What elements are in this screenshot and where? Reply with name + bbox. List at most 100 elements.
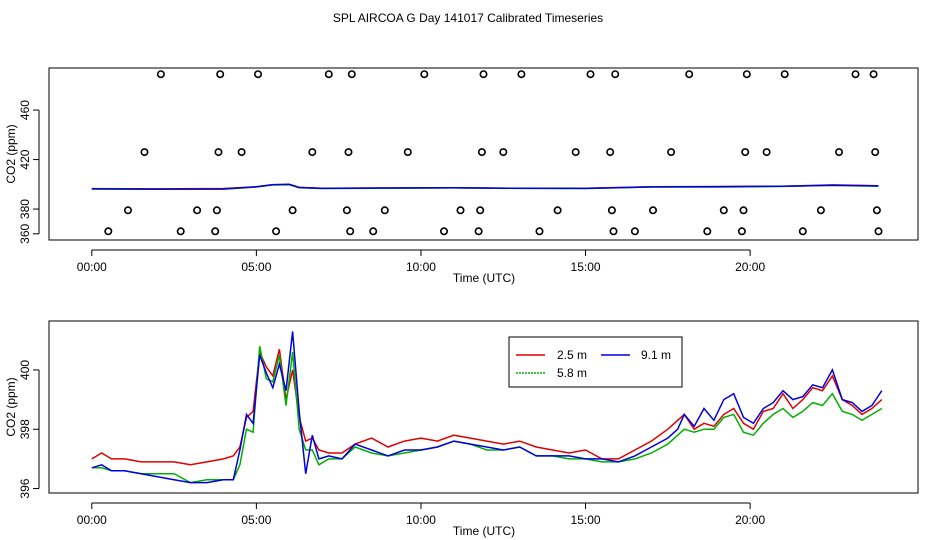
top-data-point xyxy=(798,227,807,236)
bottom-y-tick-label: 398 xyxy=(18,419,32,439)
top-axes: 00:00 05:00 10:00 15:00 20:00 360 380 420 460 xyxy=(18,100,765,274)
top-data-point xyxy=(288,206,297,215)
top-data-point xyxy=(140,148,149,157)
top-data-point xyxy=(571,148,580,157)
top-data-point xyxy=(211,227,220,236)
top-data-point xyxy=(324,70,333,79)
top-data-point xyxy=(420,70,429,79)
top-data-point xyxy=(456,206,465,215)
top-data-point xyxy=(156,70,165,79)
top-y-tick-label: 460 xyxy=(18,100,32,120)
top-data-point xyxy=(124,206,133,215)
top-data-point xyxy=(535,227,544,236)
top-x-tick-label: 20:00 xyxy=(735,260,765,274)
top-data-point xyxy=(630,227,639,236)
top-data-point xyxy=(193,206,202,215)
bottom-y-tick-label: 396 xyxy=(18,478,32,498)
top-data-point xyxy=(762,148,771,157)
bottom-series-line-9-1-m xyxy=(91,331,883,484)
bottom-x-tick-label: 20:00 xyxy=(735,513,765,527)
top-data-point xyxy=(607,206,616,215)
legend-label-2-5m: 2.5 m xyxy=(557,348,587,362)
top-data-point xyxy=(346,227,355,236)
bottom-x-tick-label: 05:00 xyxy=(241,513,271,527)
top-data-point xyxy=(477,148,486,157)
top-data-point xyxy=(212,206,221,215)
top-y-tick-label: 360 xyxy=(18,223,32,243)
top-data-point xyxy=(834,148,843,157)
top-series xyxy=(91,183,879,191)
top-data-point xyxy=(347,70,356,79)
top-y-axis-label: CO2 (ppm) xyxy=(4,124,18,183)
top-y-tick-label: 420 xyxy=(18,149,32,169)
top-data-point xyxy=(851,70,860,79)
top-x-axis-label: Time (UTC) xyxy=(453,271,515,285)
top-data-point xyxy=(553,206,562,215)
bottom-series-line-5-8-m xyxy=(91,346,883,484)
top-data-point xyxy=(611,70,620,79)
top-data-point xyxy=(344,148,353,157)
bottom-axes: 00:00 05:00 10:00 15:00 20:00 396 398 400 xyxy=(18,360,765,527)
top-data-point xyxy=(606,148,615,157)
top-data-point xyxy=(737,227,746,236)
top-data-point xyxy=(216,70,225,79)
bottom-series xyxy=(91,331,883,484)
top-y-tick-label: 380 xyxy=(18,199,32,219)
bottom-x-tick-label: 00:00 xyxy=(77,513,107,527)
bottom-x-tick-label: 15:00 xyxy=(571,513,601,527)
legend-label-5-8m: 5.8 m xyxy=(557,366,587,380)
top-data-point xyxy=(780,70,789,79)
top-data-point xyxy=(308,148,317,157)
top-data-point xyxy=(104,227,113,236)
top-data-point xyxy=(380,206,389,215)
top-data-point xyxy=(648,206,657,215)
top-circles xyxy=(104,70,883,236)
top-data-point xyxy=(474,227,483,236)
top-data-point xyxy=(369,227,378,236)
top-series-line-2 xyxy=(91,183,879,190)
top-data-point xyxy=(719,206,728,215)
bottom-x-tick-label: 10:00 xyxy=(406,513,436,527)
legend-box xyxy=(508,336,683,388)
top-x-tick-label: 05:00 xyxy=(241,260,271,274)
bottom-y-axis-label: CO2 (ppm) xyxy=(4,377,18,436)
top-data-point xyxy=(176,227,185,236)
top-data-point xyxy=(609,227,618,236)
top-x-tick-label: 00:00 xyxy=(77,260,107,274)
top-panel: 00:00 05:00 10:00 15:00 20:00 360 380 420 460 Ti… xyxy=(4,67,919,285)
top-data-point xyxy=(237,148,246,157)
chart-title: SPL AIRCOA G Day 141017 Calibrated Times… xyxy=(333,11,603,25)
legend: 2.5 m 5.8 m 9.1 m xyxy=(508,336,683,388)
top-data-point xyxy=(586,70,595,79)
bottom-panel: 00:00 05:00 10:00 15:00 20:00 396 398 400 2.5 m… xyxy=(4,320,919,538)
top-data-point xyxy=(439,227,448,236)
top-data-point xyxy=(214,148,223,157)
top-data-point xyxy=(703,227,712,236)
top-x-tick-label: 15:00 xyxy=(571,260,601,274)
top-data-point xyxy=(739,206,748,215)
top-data-point xyxy=(517,70,526,79)
top-data-point xyxy=(342,206,351,215)
bottom-y-tick-label: 400 xyxy=(18,360,32,380)
top-data-point xyxy=(254,70,263,79)
top-data-point xyxy=(685,70,694,79)
top-data-point xyxy=(871,148,880,157)
top-data-point xyxy=(874,227,883,236)
top-data-point xyxy=(272,227,281,236)
top-data-point xyxy=(872,206,881,215)
top-data-point xyxy=(741,148,750,157)
top-data-point xyxy=(869,70,878,79)
top-data-point xyxy=(403,148,412,157)
top-data-point xyxy=(816,206,825,215)
top-data-point xyxy=(499,148,508,157)
bottom-x-axis-label: Time (UTC) xyxy=(453,524,515,538)
top-data-point xyxy=(667,148,676,157)
top-data-point xyxy=(476,206,485,215)
top-data-point xyxy=(742,70,751,79)
bottom-plot-frame xyxy=(48,320,919,494)
top-x-tick-label: 10:00 xyxy=(406,260,436,274)
top-data-point xyxy=(479,70,488,79)
legend-label-9-1m: 9.1 m xyxy=(641,348,671,362)
top-plot-frame xyxy=(48,67,919,241)
